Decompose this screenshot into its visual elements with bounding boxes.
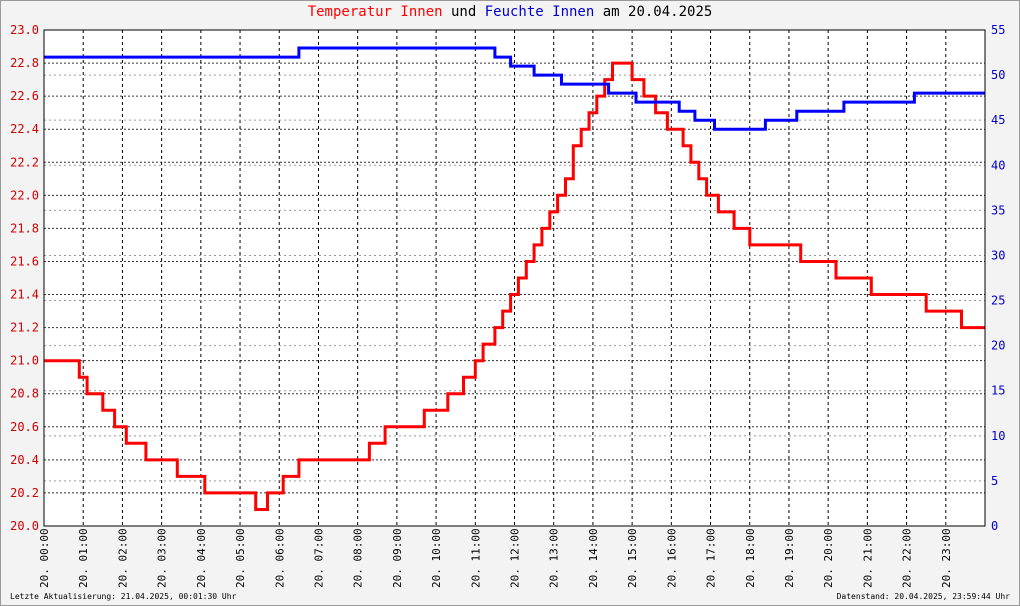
y-right-tick-label: 30 <box>991 248 1005 262</box>
y-left-tick-label: 22.2 <box>10 155 39 169</box>
x-tick-label: 20. 08:00 <box>352 528 365 588</box>
footer-data-status: Datenstand: 20.04.2025, 23:59:44 Uhr <box>836 592 1010 601</box>
x-tick-label: 20. 20:00 <box>822 528 835 588</box>
x-tick-label: 20. 17:00 <box>705 528 718 588</box>
y-right-tick-label: 35 <box>991 203 1005 217</box>
y-left-tick-label: 20.8 <box>10 387 39 401</box>
x-tick-label: 20. 10:00 <box>430 528 443 588</box>
y-left-tick-label: 20.2 <box>10 486 39 500</box>
x-tick-label: 20. 19:00 <box>783 528 796 588</box>
x-tick-label: 20. 16:00 <box>665 528 678 588</box>
x-tick-label: 20. 22:00 <box>901 528 914 588</box>
grid-lines <box>44 30 985 526</box>
y-right-tick-label: 55 <box>991 23 1005 37</box>
y-left-tick-label: 21.2 <box>10 321 39 335</box>
title-and: und <box>450 4 477 20</box>
x-tick-label: 20. 06:00 <box>273 528 286 588</box>
y-left-tick-label: 20.4 <box>10 453 39 467</box>
y-left-tick-label: 22.4 <box>10 122 39 136</box>
temperature-series-line <box>44 61 985 511</box>
x-tick-label: 20. 11:00 <box>469 528 482 588</box>
plot-border <box>43 29 986 527</box>
x-tick-label: 20. 00:00 <box>38 528 51 588</box>
x-tick-label: 20. 02:00 <box>116 528 129 588</box>
y-left-tick-label: 21.6 <box>10 254 39 268</box>
x-tick-label: 20. 15:00 <box>626 528 639 588</box>
y-left-tick-label: 21.8 <box>10 221 39 235</box>
x-tick-label: 20. 09:00 <box>391 528 404 588</box>
y-right-tick-label: 15 <box>991 384 1005 398</box>
x-tick-label: 20. 04:00 <box>195 528 208 588</box>
y-right-tick-label: 25 <box>991 294 1005 308</box>
tick-labels: 20. 00:00 20. 01:00 20. 02:00 20. 03:00 20. … <box>10 23 1005 588</box>
y-left-tick-label: 21.4 <box>10 288 39 302</box>
y-left-tick-label: 22.6 <box>10 89 39 103</box>
x-tick-label: 20. 23:00 <box>940 528 953 588</box>
series-lines <box>44 46 985 511</box>
y-right-tick-label: 40 <box>991 158 1005 172</box>
title-date: am 20.04.2025 <box>602 4 713 20</box>
x-tick-label: 20. 03:00 <box>156 528 169 588</box>
x-tick-label: 20. 12:00 <box>509 528 522 588</box>
y-right-tick-label: 0 <box>991 519 998 533</box>
chart-title: Temperatur Innen und Feuchte Innen am 20… <box>0 4 1020 20</box>
y-left-tick-label: 22.0 <box>10 188 39 202</box>
title-humidity: Feuchte Innen <box>484 4 595 20</box>
y-left-tick-label: 21.0 <box>10 354 39 368</box>
y-left-tick-label: 20.6 <box>10 420 39 434</box>
x-tick-label: 20. 13:00 <box>548 528 561 588</box>
x-tick-label: 20. 01:00 <box>77 528 90 588</box>
y-left-tick-label: 20.0 <box>10 519 39 533</box>
y-right-tick-label: 50 <box>991 68 1005 82</box>
x-tick-label: 20. 21:00 <box>861 528 874 588</box>
y-left-tick-label: 23.0 <box>10 23 39 37</box>
y-right-tick-label: 10 <box>991 429 1005 443</box>
y-left-tick-label: 22.8 <box>10 56 39 70</box>
y-right-tick-label: 5 <box>991 474 998 488</box>
x-tick-label: 20. 05:00 <box>234 528 247 588</box>
x-tick-label: 20. 14:00 <box>587 528 600 588</box>
humidity-series-line <box>44 46 985 131</box>
y-right-tick-label: 20 <box>991 339 1005 353</box>
y-right-tick-label: 45 <box>991 113 1005 127</box>
footer-last-update: Letzte Aktualisierung: 21.04.2025, 00:01… <box>10 592 237 601</box>
x-tick-label: 20. 07:00 <box>312 528 325 588</box>
x-tick-label: 20. 18:00 <box>744 528 757 588</box>
title-temperature: Temperatur Innen <box>307 4 443 20</box>
